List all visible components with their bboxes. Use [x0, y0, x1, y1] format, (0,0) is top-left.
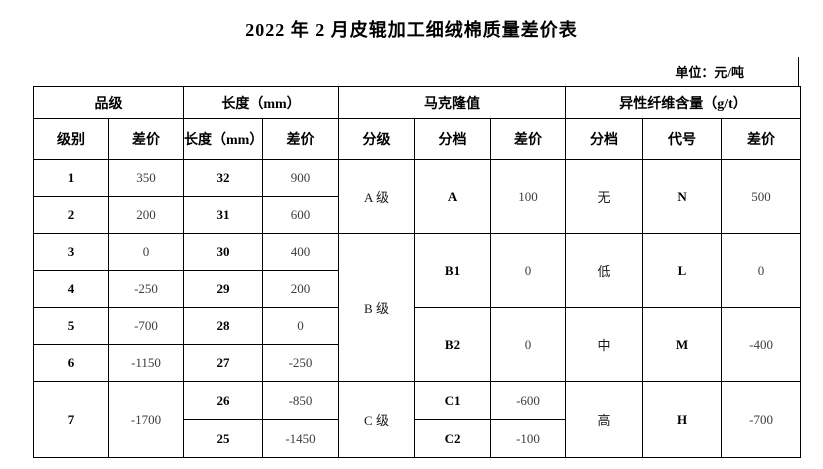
table-row: 4 -250 29 200 — [33, 270, 801, 308]
ff-diff-cell: -400 — [721, 307, 802, 382]
ff-tier-cell: 低 — [565, 233, 644, 308]
length-diff-cell: 600 — [261, 196, 340, 234]
table-row: 5 -700 28 0 B2 0 中 M -400 — [33, 307, 802, 382]
length-diff-cell: -250 — [261, 344, 340, 382]
grade-diff-cell: -700 — [108, 307, 184, 345]
length-mm-cell: 29 — [183, 270, 263, 308]
mic-tier-cell: B1 — [414, 233, 492, 308]
col-header-mic-class: 分级 — [338, 118, 416, 160]
grade-level-cell: 7 — [33, 381, 109, 458]
grade-level-cell: 5 — [33, 307, 109, 345]
mic-tier-cell: B2 — [414, 307, 492, 382]
mic-class-cell: B 级 — [338, 233, 416, 382]
ff-diff-cell: 0 — [721, 233, 802, 308]
header-group-micronaire: 马克隆值 — [338, 86, 567, 119]
col-header-grade-diff: 差价 — [108, 118, 184, 160]
col-header-length-diff: 差价 — [261, 118, 340, 160]
table-row: 7 -1700 26 -850 C 级 C1 -600 高 H -700 — [33, 381, 802, 458]
mic-diff-cell: -100 — [490, 419, 567, 458]
mic-diff-cell: 0 — [490, 307, 567, 382]
mic-tier-cell: C2 — [414, 419, 492, 458]
length-mm-cell: 26 — [183, 381, 263, 420]
length-diff-cell: -1450 — [261, 419, 340, 458]
col-header-length-mm: 长度（mm） — [183, 118, 263, 160]
grade-diff-cell: 200 — [108, 196, 184, 234]
table-row: 25 -1450 C2 -100 — [34, 419, 801, 458]
unit-row: 单位：元/吨 — [33, 57, 799, 86]
ff-diff-cell: 500 — [721, 159, 802, 234]
mic-class-cell: A 级 — [338, 159, 416, 234]
col-header-mic-tier: 分档 — [414, 118, 492, 160]
col-header-mic-diff: 差价 — [490, 118, 567, 160]
length-diff-cell: -850 — [261, 381, 340, 420]
mic-diff-cell: 0 — [490, 233, 567, 308]
length-diff-cell: 200 — [261, 270, 340, 308]
col-header-ff-code: 代号 — [642, 118, 723, 160]
grade-level-cell: 4 — [33, 270, 109, 308]
mic-class-cell: C 级 — [338, 381, 416, 458]
grade-diff-cell: -1150 — [108, 344, 184, 382]
length-mm-cell: 27 — [183, 344, 263, 382]
grade-diff-cell: 350 — [108, 159, 184, 197]
table-row: 6 -1150 27 -250 — [33, 344, 801, 382]
grade-level-cell: 6 — [33, 344, 109, 382]
length-mm-cell: 32 — [183, 159, 263, 197]
price-difference-table: 品级 长度（mm） 马克隆值 异性纤维含量（g/t） 级别 差价 长度（mm） … — [33, 86, 802, 458]
length-mm-cell: 28 — [183, 307, 263, 345]
col-header-grade-level: 级别 — [33, 118, 109, 160]
ff-diff-cell: -700 — [721, 381, 802, 458]
grade-level-cell: 1 — [33, 159, 109, 197]
ff-code-cell: M — [642, 307, 723, 382]
grade-level-cell: 2 — [33, 196, 109, 234]
length-mm-cell: 30 — [183, 233, 263, 271]
length-diff-cell: 900 — [261, 159, 340, 197]
table-row: 1 350 32 900 A 级 A 100 无 N 500 — [33, 159, 802, 234]
grade-level-cell: 3 — [33, 233, 109, 271]
mic-tier-cell: A — [414, 159, 492, 234]
length-mm-cell: 25 — [183, 419, 263, 458]
mic-tier-cell: C1 — [414, 381, 492, 420]
grade-diff-cell: -1700 — [108, 381, 184, 458]
ff-code-cell: H — [642, 381, 723, 458]
col-header-ff-diff: 差价 — [721, 118, 802, 160]
header-column-row: 级别 差价 长度（mm） 差价 分级 分档 差价 分档 代号 差价 — [33, 118, 802, 160]
length-diff-cell: 400 — [261, 233, 340, 271]
ff-tier-cell: 高 — [565, 381, 644, 458]
header-group-foreign-fiber: 异性纤维含量（g/t） — [565, 86, 802, 119]
col-header-ff-tier: 分档 — [565, 118, 644, 160]
header-group-length: 长度（mm） — [182, 86, 340, 119]
mic-diff-cell: 100 — [490, 159, 567, 234]
header-group-grade: 品级 — [33, 86, 184, 119]
ff-code-cell: L — [642, 233, 723, 308]
length-mm-cell: 31 — [183, 196, 263, 234]
ff-tier-cell: 无 — [565, 159, 644, 234]
unit-label: 单位：元/吨 — [675, 65, 744, 80]
length-diff-cell: 0 — [261, 307, 340, 345]
ff-code-cell: N — [642, 159, 723, 234]
mic-diff-cell: -600 — [490, 381, 567, 420]
ff-tier-cell: 中 — [565, 307, 644, 382]
header-group-row: 品级 长度（mm） 马克隆值 异性纤维含量（g/t） — [33, 86, 802, 119]
page-title: 2022 年 2 月皮辊加工细绒棉质量差价表 — [245, 20, 578, 40]
grade-diff-cell: 0 — [108, 233, 184, 271]
grade-diff-cell: -250 — [108, 270, 184, 308]
table-row: 3 0 30 400 B 级 B1 0 低 L 0 — [33, 233, 802, 382]
